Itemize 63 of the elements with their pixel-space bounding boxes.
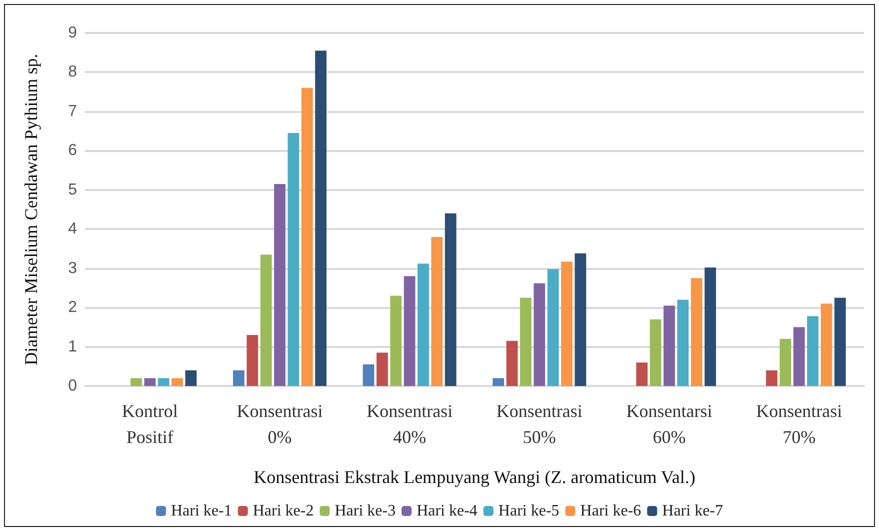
bar [301,88,313,386]
x-axis-title: Konsentrasi Ekstrak Lempuyang Wangi (Z. aromaticum Val.) [254,467,696,487]
bar [274,184,286,386]
bar [288,133,300,386]
legend-label: Hari ke-7 [662,502,724,520]
bar [780,338,792,386]
y-tick-label: 1 [68,338,78,356]
bar [362,364,374,386]
bar [534,283,546,386]
bar [520,298,532,386]
bar [158,378,170,386]
bar [636,362,648,386]
y-tick-label: 5 [68,181,78,198]
bar [704,268,716,386]
legend-label: Hari ke-1 [170,502,232,520]
y-tick-label: 4 [68,220,78,238]
bar [820,304,832,386]
bar [561,262,572,386]
bar [807,316,818,386]
y-tick-label: 9 [68,24,78,42]
bar [418,264,429,386]
bar [574,253,586,386]
bar [506,340,518,386]
bar [793,327,805,386]
x-tick-label: Konsentrasi 50% [496,401,582,447]
y-tick-label: 7 [68,102,78,120]
bar [444,213,456,386]
y-tick-label: 8 [68,64,78,81]
bar [144,378,156,386]
legend-label: Hari ke-3 [334,502,396,520]
bar [650,319,662,386]
bar [376,352,388,386]
y-tick-label: 0 [68,378,78,394]
bar [664,306,675,386]
bar [172,378,183,386]
legend-label: Hari ke-6 [580,502,642,520]
bar [390,296,402,386]
x-tick-label: Konsentrasi 0% [236,401,323,447]
bar [260,254,272,386]
y-tick-label: 3 [68,260,78,277]
legend-label: Hari ke-5 [498,502,560,520]
bar [766,370,778,386]
bar [315,50,326,386]
bar [677,300,689,386]
x-tick-label: Konsentrasi 70% [756,401,842,447]
legend-label: Hari ke-4 [416,502,478,520]
legend-label: Hari ke-2 [252,502,314,520]
y-tick-label: 6 [68,142,78,160]
bar [130,378,142,386]
bar [246,335,258,386]
bar [690,278,702,386]
bar [233,370,244,386]
bar [404,276,416,386]
bar [185,370,197,386]
x-tick-label: Konsentrasi 40% [366,401,453,447]
bar [834,298,846,386]
bar [431,236,443,386]
x-tick-label: Konsentarsi 60% [626,401,712,447]
y-axis-title: Diameter Miselium Cendawan Pythium sp. [21,54,41,366]
bar [492,378,504,386]
bar [547,269,559,386]
y-tick-label: 2 [68,299,78,316]
x-tick-label: Kontrol Positif [122,401,178,447]
